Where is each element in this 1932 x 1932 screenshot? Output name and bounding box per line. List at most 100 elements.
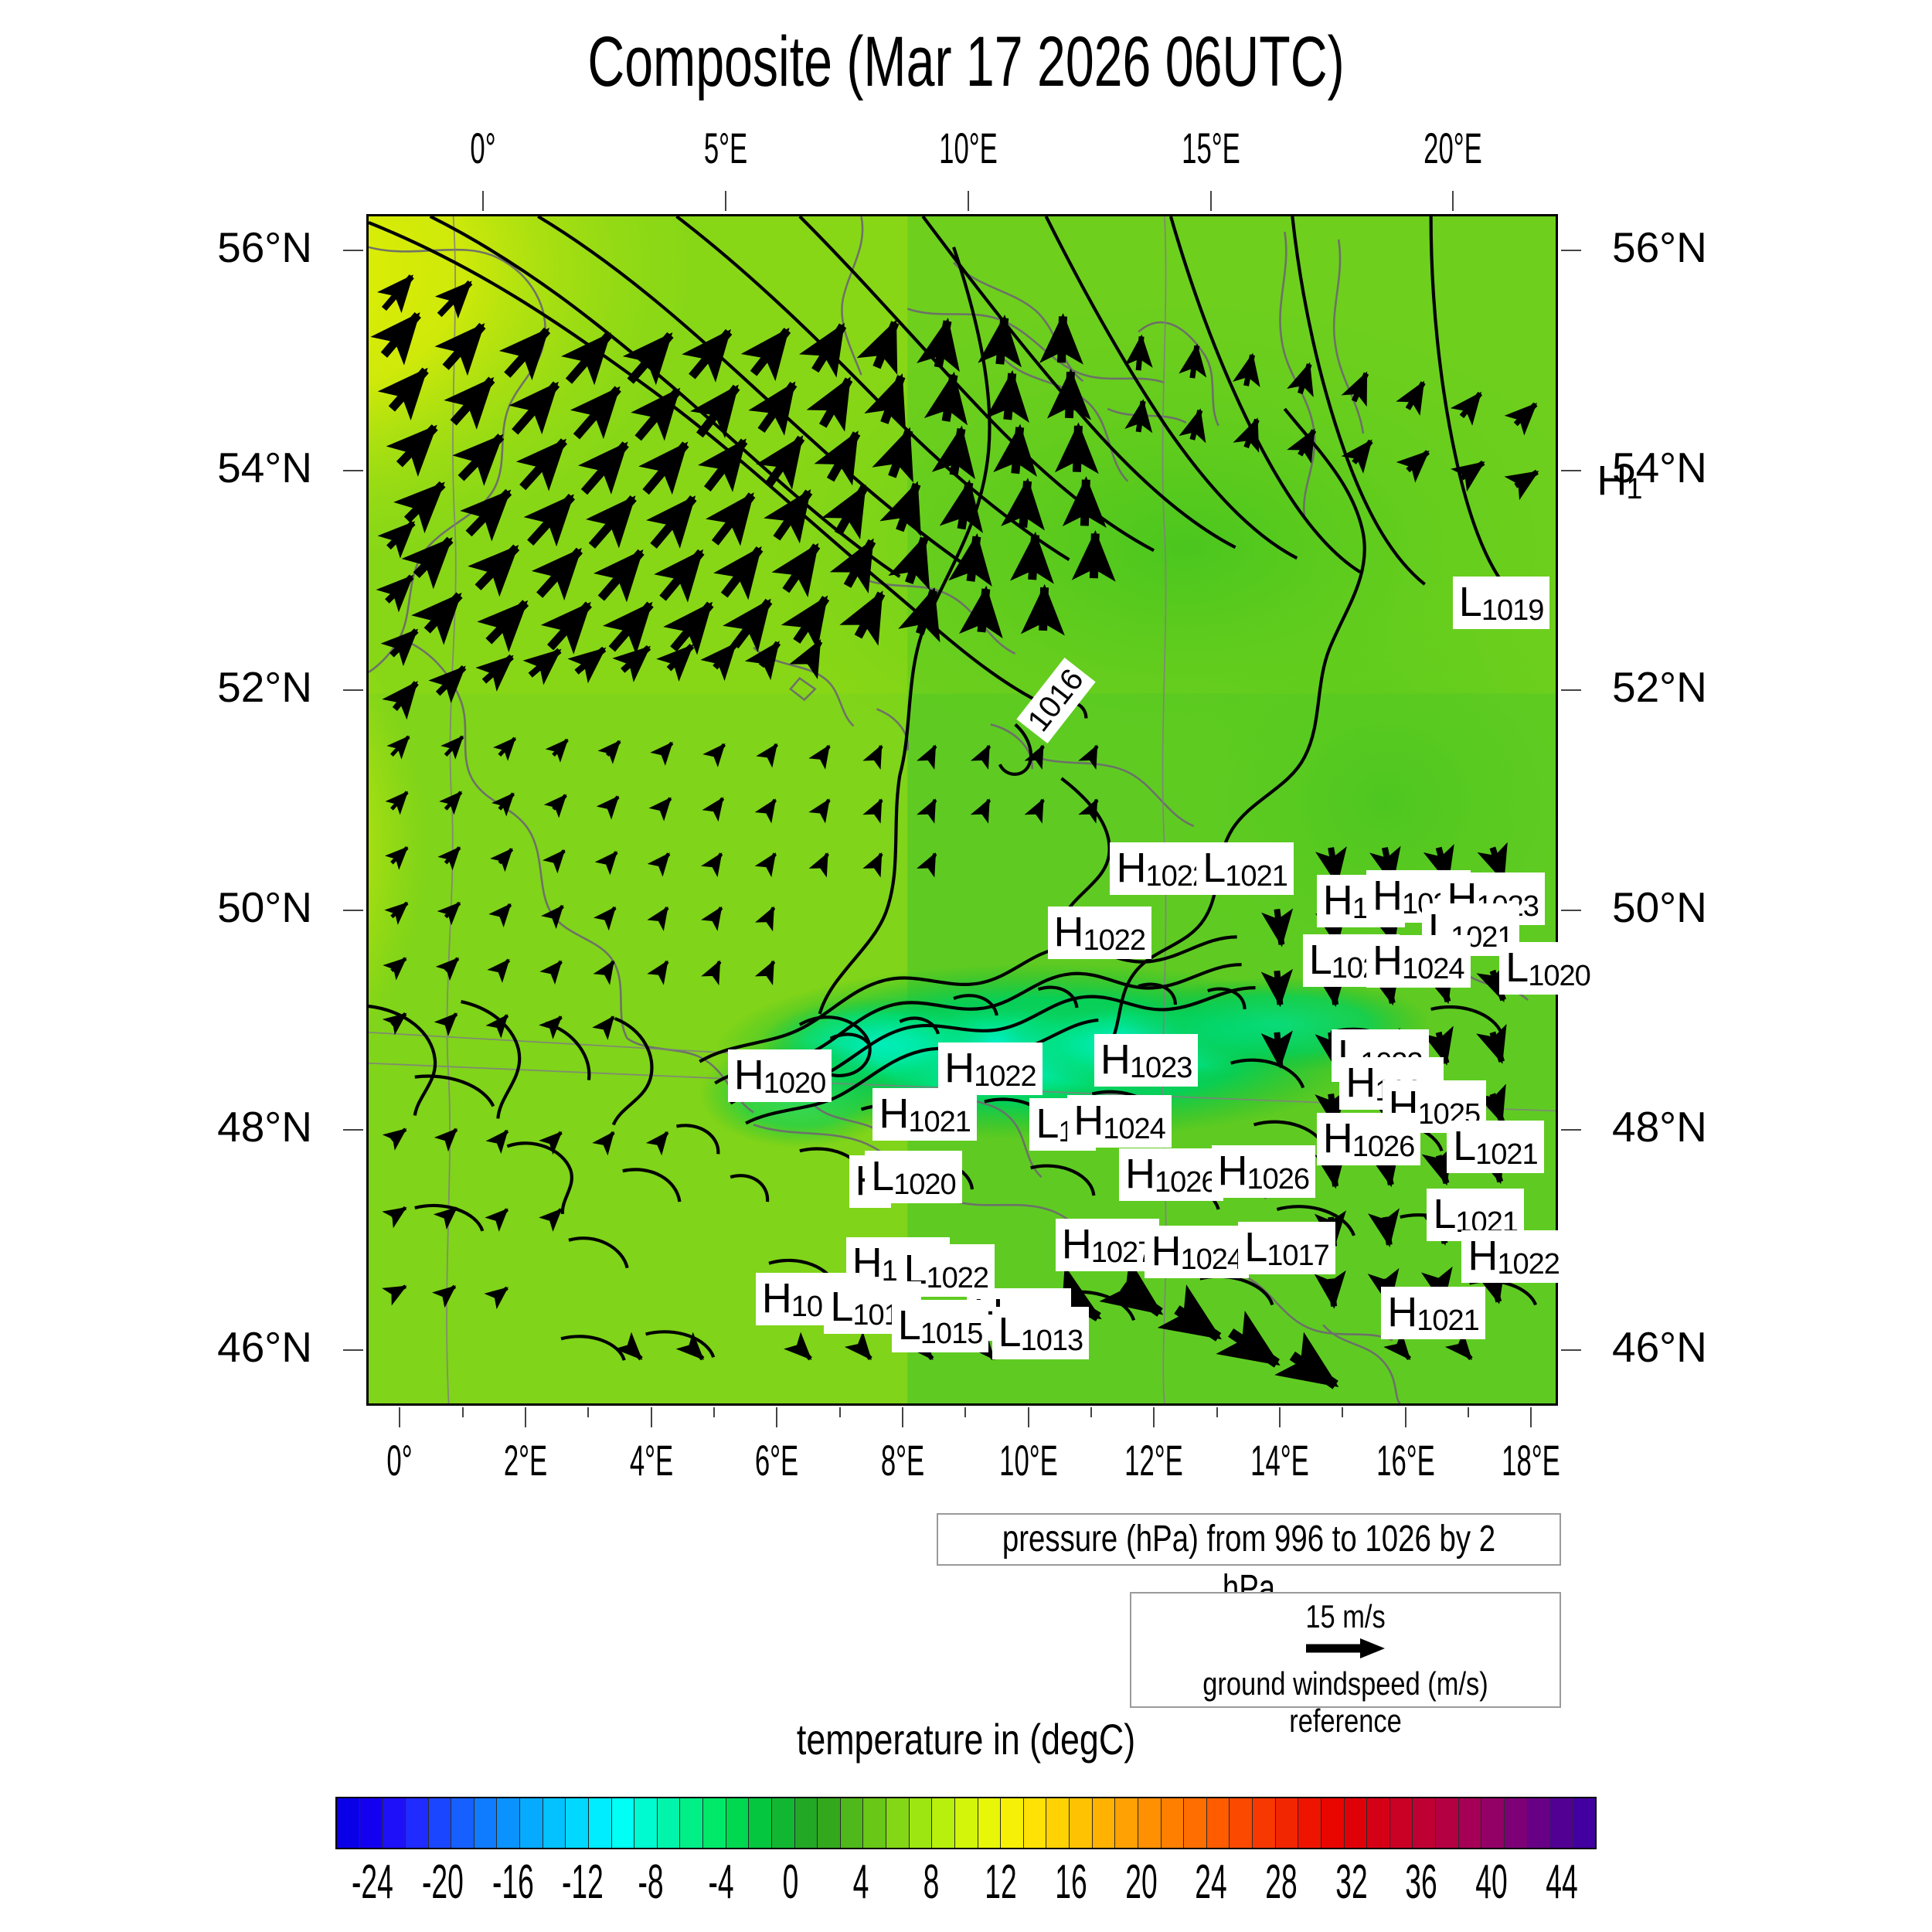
axis-tick-top bbox=[967, 191, 969, 211]
colorbar-tick-label: -16 bbox=[492, 1855, 534, 1909]
axis-tick-right bbox=[1561, 250, 1581, 252]
pressure-extremum-label: L 1021 bbox=[1447, 1121, 1544, 1174]
axis-tick-left bbox=[343, 1129, 363, 1131]
colorbar-tick-label: -4 bbox=[708, 1855, 734, 1909]
axis-tick-bottom-minor bbox=[1342, 1407, 1344, 1417]
wind-reference-value: 15 m/s bbox=[1305, 1598, 1386, 1634]
colorbar-cell bbox=[1161, 1798, 1185, 1848]
colorbar-cell bbox=[1436, 1798, 1459, 1848]
pressure-extremum-label: L 1015 bbox=[891, 1299, 989, 1352]
colorbar-cell bbox=[611, 1798, 635, 1848]
axis-tick-bottom bbox=[399, 1407, 401, 1427]
axis-tick-bottom-minor bbox=[1216, 1407, 1218, 1417]
pressure-extremum-value: 1021 bbox=[1475, 1138, 1539, 1172]
axis-label-bottom: 6°E bbox=[755, 1436, 799, 1485]
axis-label-right: 52°N bbox=[1612, 663, 1707, 712]
pressure-extremum-type: L bbox=[1505, 944, 1529, 991]
axis-tick-bottom-minor bbox=[587, 1407, 590, 1417]
axis-label-top: 5°E bbox=[703, 124, 748, 172]
axis-label-left: 52°N bbox=[217, 663, 312, 712]
colorbar-cell bbox=[383, 1798, 406, 1848]
colorbar-cell bbox=[1184, 1798, 1207, 1848]
pressure-extremum-type: L bbox=[871, 1152, 894, 1199]
axis-label-bottom: 8°E bbox=[880, 1436, 925, 1485]
pressure-extremum-type: L bbox=[897, 1301, 921, 1349]
colorbar-cell bbox=[1092, 1798, 1116, 1848]
colorbar-cell bbox=[428, 1798, 452, 1848]
axis-label-top: 15°E bbox=[1181, 124, 1240, 172]
pressure-extremum-type: H bbox=[1468, 1232, 1498, 1279]
colorbar-cell bbox=[474, 1798, 498, 1848]
colorbar-cell bbox=[1367, 1798, 1390, 1848]
map-canvas[interactable] bbox=[366, 214, 1558, 1406]
axis-label-bottom: 18°E bbox=[1502, 1436, 1561, 1485]
colorbar-cell bbox=[886, 1798, 910, 1848]
pressure-extremum-type: H bbox=[879, 1090, 909, 1137]
pressure-extremum-type: H bbox=[1100, 1036, 1131, 1083]
axis-label-left: 46°N bbox=[217, 1322, 312, 1371]
pressure-extremum-value: 1020 bbox=[1528, 959, 1591, 992]
pressure-extremum-type: H bbox=[1151, 1228, 1181, 1275]
axis-label-right: 46°N bbox=[1612, 1322, 1707, 1371]
pressure-extremum-label: L 1022 bbox=[897, 1243, 995, 1297]
pressure-extremum-type: H bbox=[761, 1274, 792, 1321]
pressure-extremum-value: 1021 bbox=[1417, 1304, 1480, 1337]
axis-tick-right bbox=[1561, 1129, 1581, 1131]
colorbar-cell bbox=[657, 1798, 681, 1848]
map-panel: 1016 H1L1019H1022L1021H102H1024H1023L102… bbox=[366, 214, 1648, 1406]
pressure-extremum-type: H bbox=[1345, 1059, 1376, 1106]
axis-tick-left bbox=[343, 469, 363, 471]
pressure-extremum-type: L bbox=[1036, 1100, 1059, 1147]
axis-tick-left bbox=[343, 689, 363, 692]
axis-tick-bottom-minor bbox=[964, 1407, 967, 1417]
pressure-extremum-type: H bbox=[1372, 937, 1403, 984]
colorbar-cell bbox=[1023, 1798, 1047, 1848]
axis-label-bottom: 4°E bbox=[629, 1436, 673, 1485]
pressure-extremum-value: 1022 bbox=[1497, 1247, 1560, 1281]
axis-label-bottom: 12°E bbox=[1124, 1436, 1184, 1485]
colorbar-cell bbox=[359, 1798, 383, 1848]
colorbar-tick-label: 24 bbox=[1195, 1855, 1228, 1909]
colorbar-cell bbox=[1458, 1798, 1482, 1848]
colorbar-cell bbox=[1527, 1798, 1551, 1848]
pressure-extremum-type: H bbox=[1116, 845, 1146, 892]
pressure-extremum-type: H bbox=[1387, 1288, 1417, 1335]
colorbar-cell bbox=[1001, 1798, 1024, 1848]
colorbar-cell bbox=[451, 1798, 474, 1848]
axis-tick-right bbox=[1561, 689, 1581, 692]
map-svg bbox=[369, 216, 1556, 1403]
colorbar-tick-label: -8 bbox=[638, 1855, 664, 1909]
axis-tick-right bbox=[1561, 909, 1581, 911]
colorbar-tick-label: -12 bbox=[562, 1855, 604, 1909]
pressure-extremum-type: H bbox=[1322, 876, 1353, 923]
colorbar-cell bbox=[1481, 1798, 1505, 1848]
colorbar-tick-label: 40 bbox=[1475, 1855, 1508, 1909]
axis-label-top: 10°E bbox=[938, 124, 998, 172]
pressure-extremum-type: L bbox=[1244, 1224, 1267, 1271]
wind-reference-arrow-icon bbox=[1131, 1637, 1560, 1664]
pressure-extremum-type: H bbox=[944, 1044, 975, 1091]
axis-label-bottom: 2°E bbox=[503, 1436, 548, 1485]
axis-tick-right bbox=[1561, 469, 1581, 471]
pressure-extremum-value: 1 bbox=[1626, 473, 1642, 506]
axis-label-right: 50°N bbox=[1612, 883, 1707, 931]
colorbar-cell bbox=[909, 1798, 933, 1848]
axis-tick-top bbox=[1209, 191, 1212, 211]
colorbar-tick-label: 36 bbox=[1405, 1855, 1438, 1909]
pressure-extremum-label: H 1026 bbox=[1211, 1145, 1316, 1199]
colorbar-tick-label: -20 bbox=[422, 1855, 464, 1909]
colorbar-title: temperature in (degC) bbox=[796, 1715, 1136, 1764]
colorbar-cell bbox=[1389, 1798, 1413, 1848]
pressure-extremum-value: 1026 bbox=[1155, 1166, 1218, 1199]
colorbar-cell bbox=[497, 1798, 520, 1848]
colorbar[interactable] bbox=[335, 1797, 1597, 1849]
pressure-extremum-label: H 1020 bbox=[727, 1049, 832, 1102]
axis-tick-bottom bbox=[1027, 1407, 1029, 1427]
pressure-extremum-type: H bbox=[1053, 908, 1084, 955]
axis-tick-bottom bbox=[1530, 1407, 1532, 1427]
colorbar-cell bbox=[1253, 1798, 1276, 1848]
colorbar-cell bbox=[840, 1798, 864, 1848]
colorbar-cell bbox=[405, 1798, 429, 1848]
